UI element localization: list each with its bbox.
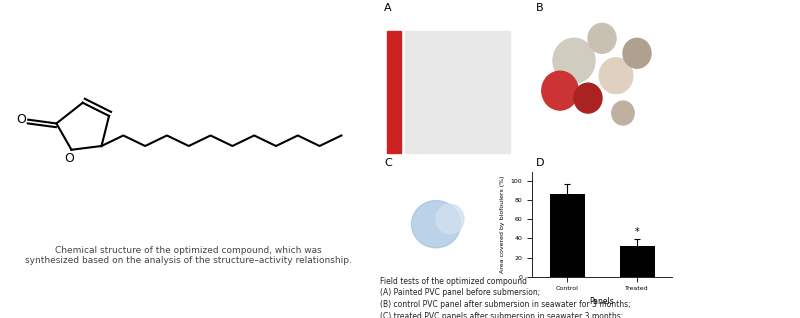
- Circle shape: [542, 71, 578, 110]
- Circle shape: [623, 38, 651, 68]
- X-axis label: Panels: Panels: [590, 297, 614, 306]
- Text: *: *: [634, 227, 639, 237]
- Circle shape: [574, 83, 602, 113]
- Circle shape: [553, 38, 595, 83]
- Y-axis label: Area covered by biofoulers (%): Area covered by biofoulers (%): [500, 176, 505, 273]
- Text: C: C: [384, 157, 392, 168]
- Bar: [550, 194, 585, 277]
- Bar: [387, 31, 401, 153]
- Circle shape: [599, 58, 633, 93]
- Circle shape: [612, 101, 634, 125]
- Ellipse shape: [411, 201, 461, 248]
- Text: A: A: [384, 3, 392, 13]
- Text: O: O: [65, 152, 74, 164]
- Text: Field tests of the optimized compound
(A) Painted PVC panel before submersion;
(: Field tests of the optimized compound (A…: [380, 277, 736, 318]
- Ellipse shape: [436, 204, 464, 234]
- Circle shape: [588, 24, 616, 53]
- Text: Chemical structure of the optimized compound, which was
synthesized based on the: Chemical structure of the optimized comp…: [25, 246, 351, 266]
- Bar: [619, 246, 654, 277]
- Text: D: D: [536, 157, 545, 168]
- Text: B: B: [536, 3, 544, 13]
- Bar: [405, 31, 510, 153]
- Text: O: O: [17, 113, 26, 126]
